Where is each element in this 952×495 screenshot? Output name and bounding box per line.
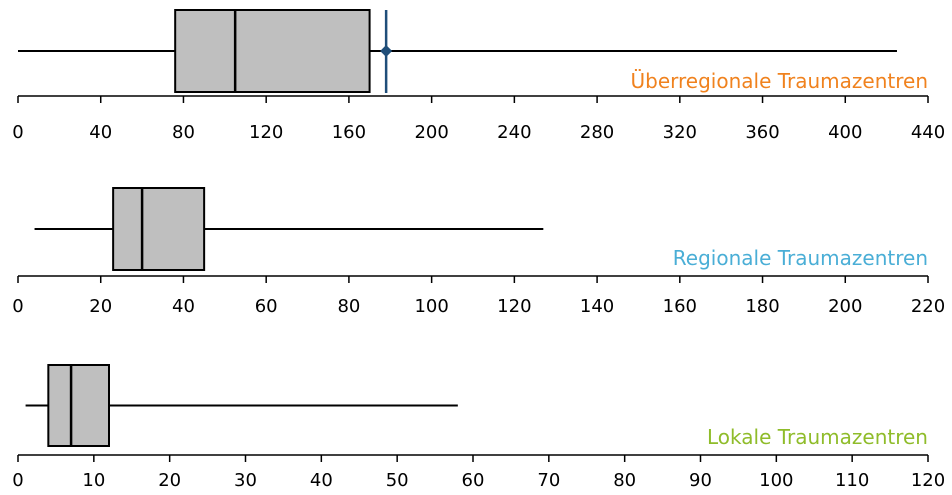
x-tick-label: 280 bbox=[580, 122, 614, 143]
x-tick-label: 240 bbox=[497, 122, 531, 143]
x-tick-label: 200 bbox=[414, 122, 448, 143]
x-tick-label: 180 bbox=[745, 296, 779, 317]
x-tick-label: 20 bbox=[89, 296, 112, 317]
x-tick-label: 100 bbox=[759, 470, 793, 491]
x-tick-label: 0 bbox=[12, 122, 23, 143]
x-tick-label: 440 bbox=[911, 122, 945, 143]
x-tick-label: 360 bbox=[745, 122, 779, 143]
x-tick-label: 80 bbox=[613, 470, 636, 491]
x-tick-label: 160 bbox=[332, 122, 366, 143]
x-tick-label: 30 bbox=[234, 470, 257, 491]
x-tick-label: 70 bbox=[537, 470, 560, 491]
marker-diamond bbox=[380, 45, 393, 57]
x-tick-label: 90 bbox=[689, 470, 712, 491]
x-tick-label: 60 bbox=[255, 296, 278, 317]
x-tick-label: 0 bbox=[12, 470, 23, 491]
x-tick-label: 200 bbox=[828, 296, 862, 317]
x-tick-label: 0 bbox=[12, 296, 23, 317]
panel-1: 0 40 80 120 160 200 240 280 320 360 400 440 Überregi… bbox=[12, 9, 945, 143]
x-tick-label: 60 bbox=[462, 470, 485, 491]
x-tick-label: 80 bbox=[337, 296, 360, 317]
x-tick-label: 120 bbox=[249, 122, 283, 143]
x-tick-label: 160 bbox=[663, 296, 697, 317]
x-tick-label: 320 bbox=[663, 122, 697, 143]
iqr-box bbox=[47, 364, 110, 447]
panel-title: Lokale Traumazentren bbox=[707, 425, 928, 449]
x-tick-label: 100 bbox=[414, 296, 448, 317]
panel-2: 0 20 40 60 80 100 120 140 160 180 200 220 Regionale … bbox=[12, 187, 945, 317]
x-tick-label: 120 bbox=[911, 470, 945, 491]
panel-3: 0 10 20 30 40 50 60 70 80 90 100 110 120 Lokale Traum… bbox=[12, 364, 945, 491]
x-tick-label: 50 bbox=[386, 470, 409, 491]
panel-title: Regionale Traumazentren bbox=[673, 246, 928, 270]
x-tick-label: 80 bbox=[172, 122, 195, 143]
x-tick-label: 10 bbox=[82, 470, 105, 491]
x-tick-label: 40 bbox=[310, 470, 333, 491]
x-tick-label: 140 bbox=[580, 296, 614, 317]
x-tick-label: 40 bbox=[172, 296, 195, 317]
iqr-box bbox=[174, 9, 371, 93]
x-tick-label: 40 bbox=[89, 122, 112, 143]
x-tick-label: 220 bbox=[911, 296, 945, 317]
x-tick-label: 120 bbox=[497, 296, 531, 317]
x-tick-label: 400 bbox=[828, 122, 862, 143]
panel-title: Überregionale Traumazentren bbox=[631, 69, 929, 93]
iqr-box bbox=[112, 187, 206, 271]
x-tick-label: 20 bbox=[158, 470, 181, 491]
x-tick-label: 110 bbox=[835, 470, 869, 491]
